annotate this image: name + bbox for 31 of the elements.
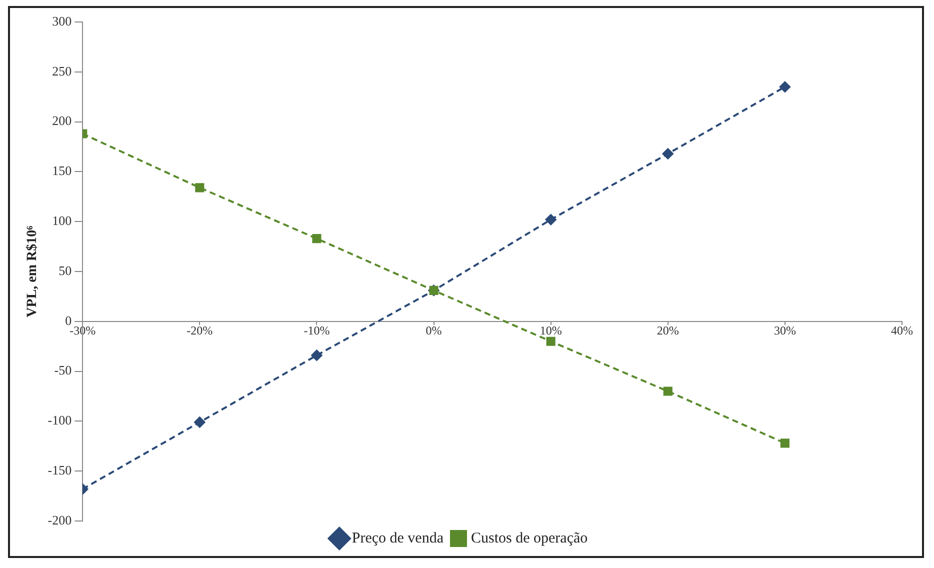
x-tick-label: -20%: [186, 324, 213, 338]
y-tick-label: 100: [52, 213, 72, 228]
x-tick-label: -10%: [304, 324, 330, 338]
point: [546, 336, 556, 346]
point: [662, 148, 674, 160]
point: [194, 416, 206, 428]
point: [311, 350, 322, 361]
point: [312, 234, 322, 244]
y-tick-label: -200: [48, 512, 72, 528]
x-tick-label: 10%: [540, 324, 562, 338]
point: [195, 183, 204, 192]
x-tick-label: 40%: [891, 324, 913, 338]
y-tick-label: -100: [48, 412, 72, 428]
x-tick-label: 30%: [774, 324, 796, 338]
y-tick-label: 150: [52, 163, 72, 178]
x-tick-label: 20%: [656, 324, 679, 338]
y-tick-label: 0: [65, 312, 72, 328]
y-tick-label: 50: [58, 262, 72, 278]
legend-label: Preço de venda: [352, 530, 444, 546]
y-tick-label: 250: [52, 63, 72, 78]
y-tick-label: -50: [54, 362, 72, 378]
y-axis-title: VPL, em R$10⁶: [25, 226, 40, 318]
x-tick-label: 0%: [426, 324, 442, 338]
legend-label: Custos de operação: [471, 530, 588, 546]
point: [779, 81, 790, 92]
y-tick-label: -150: [48, 462, 72, 478]
point: [780, 438, 790, 448]
point: [545, 214, 556, 226]
y-tick-label: 200: [52, 113, 72, 128]
point: [663, 386, 672, 396]
y-tick-label: 300: [52, 13, 72, 28]
